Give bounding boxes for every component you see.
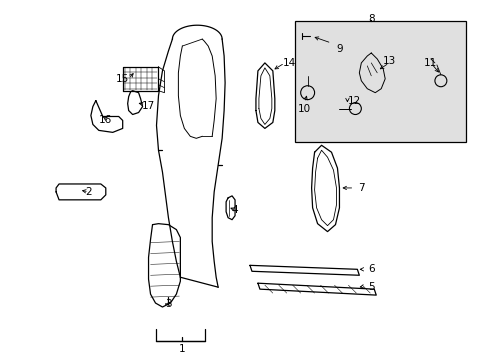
Text: 17: 17 bbox=[142, 100, 155, 111]
Text: 10: 10 bbox=[298, 104, 310, 113]
Text: 5: 5 bbox=[367, 282, 374, 292]
Text: 7: 7 bbox=[357, 183, 364, 193]
Text: 15: 15 bbox=[116, 74, 129, 84]
Text: 11: 11 bbox=[424, 58, 437, 68]
Text: 14: 14 bbox=[283, 58, 296, 68]
Text: 8: 8 bbox=[367, 14, 374, 24]
Text: 13: 13 bbox=[382, 56, 395, 66]
Text: 3: 3 bbox=[165, 299, 171, 309]
Text: 6: 6 bbox=[367, 264, 374, 274]
Text: 9: 9 bbox=[335, 44, 342, 54]
Bar bbox=[294, 21, 465, 142]
Text: 12: 12 bbox=[347, 96, 360, 105]
Text: 16: 16 bbox=[99, 116, 112, 126]
Text: 2: 2 bbox=[85, 187, 92, 197]
Text: 1: 1 bbox=[179, 344, 185, 354]
Text: 4: 4 bbox=[231, 205, 238, 215]
